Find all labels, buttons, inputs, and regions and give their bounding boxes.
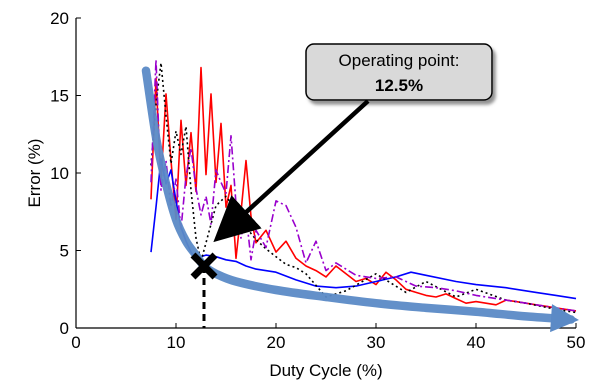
callout-title: Operating point:	[339, 51, 460, 70]
axes: 0 10 20 30 40 50 0 5 10 15 20 Duty Cycle (%) Error…	[25, 9, 585, 380]
axis-ticks	[75, 17, 577, 329]
x-tick-label: 10	[167, 333, 186, 352]
trend-arrow-curve	[141, 66, 576, 324]
series-layer	[150, 59, 577, 314]
y-axis-label: Error (%)	[25, 139, 44, 208]
tick-labels: 0 10 20 30 40 50 0 5 10 15 20	[50, 9, 585, 352]
trend-arrow-head	[550, 304, 579, 333]
callout-box	[305, 43, 493, 101]
operating-point-callout: Operating point: 12.5%	[213, 43, 493, 243]
callout-value: 12.5%	[375, 76, 423, 95]
series-line-1-solid	[150, 158, 577, 300]
x-tick-label: 20	[267, 333, 286, 352]
x-axis-label: Duty Cycle (%)	[269, 361, 382, 380]
y-tick-label: 0	[60, 319, 69, 338]
x-tick-label: 0	[71, 333, 80, 352]
series-line-3-dashdot	[150, 59, 577, 312]
x-tick-label: 30	[367, 333, 386, 352]
y-tick-label: 5	[60, 242, 69, 261]
x-tick-label: 50	[567, 333, 586, 352]
trend-layer	[141, 66, 579, 333]
callout-arrow	[213, 99, 370, 243]
x-tick-label: 40	[467, 333, 486, 352]
series-line-0-solid	[150, 66, 577, 312]
y-tick-label: 15	[50, 87, 69, 106]
y-tick-label: 20	[50, 9, 69, 28]
marker-layer	[190, 252, 218, 328]
operating-point-marker	[190, 252, 218, 280]
y-tick-label: 10	[50, 164, 69, 183]
